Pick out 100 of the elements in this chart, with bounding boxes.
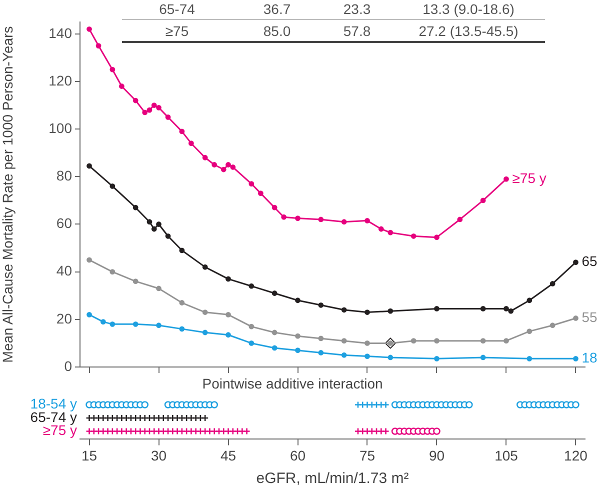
annotation: 57.8 bbox=[322, 20, 392, 43]
x-tick-label: 120 bbox=[564, 447, 588, 464]
point bbox=[318, 336, 324, 342]
point bbox=[526, 298, 532, 304]
x-tick-label: 90 bbox=[428, 447, 445, 464]
text: 13.3 (9.0-18.6) bbox=[422, 1, 514, 17]
point bbox=[110, 321, 116, 327]
point bbox=[202, 154, 208, 160]
annotation: ≥75 bbox=[122, 20, 232, 43]
point bbox=[86, 257, 92, 263]
text: 36.7 bbox=[263, 1, 291, 17]
point bbox=[295, 298, 300, 304]
point bbox=[110, 183, 116, 189]
point bbox=[179, 326, 185, 332]
point bbox=[434, 356, 440, 362]
point bbox=[504, 176, 509, 182]
point bbox=[526, 328, 532, 334]
point bbox=[226, 162, 231, 168]
point bbox=[156, 104, 162, 110]
point bbox=[295, 348, 300, 354]
point bbox=[110, 269, 116, 275]
point bbox=[118, 84, 124, 89]
x-tick-label: 45 bbox=[220, 447, 236, 464]
text: 23.3 bbox=[343, 1, 371, 17]
point bbox=[142, 110, 148, 116]
y-tick-label: 60 bbox=[56, 215, 72, 232]
point bbox=[434, 338, 440, 344]
point bbox=[248, 340, 254, 346]
point bbox=[248, 181, 254, 186]
point bbox=[156, 322, 162, 328]
point bbox=[226, 312, 231, 318]
point bbox=[202, 330, 208, 336]
point bbox=[165, 233, 171, 239]
point bbox=[573, 260, 578, 266]
point bbox=[508, 308, 514, 314]
y-axis-title: Mean All-Cause Mortality Rate per 1000 Person-Years bbox=[0, 26, 16, 363]
point bbox=[480, 338, 486, 344]
point bbox=[410, 338, 416, 344]
point bbox=[179, 128, 185, 134]
point bbox=[573, 316, 578, 321]
point bbox=[86, 312, 92, 318]
point bbox=[550, 281, 556, 286]
point bbox=[272, 345, 278, 351]
point bbox=[457, 216, 463, 222]
point bbox=[248, 324, 254, 330]
point bbox=[480, 198, 486, 204]
point bbox=[100, 319, 106, 324]
point bbox=[504, 306, 509, 312]
point bbox=[378, 226, 384, 232]
point bbox=[132, 278, 138, 284]
point bbox=[341, 338, 347, 344]
point bbox=[295, 333, 300, 339]
y-tick-label: 120 bbox=[48, 72, 72, 88]
point bbox=[226, 276, 231, 282]
point bbox=[318, 216, 324, 222]
point bbox=[258, 190, 264, 196]
point bbox=[526, 356, 532, 362]
point bbox=[96, 43, 102, 48]
point bbox=[364, 354, 370, 359]
point bbox=[318, 302, 324, 308]
point bbox=[480, 306, 486, 312]
x-axis-title: eGFR, mL/min/1.73 m² bbox=[256, 470, 409, 488]
point bbox=[388, 230, 394, 236]
point bbox=[434, 234, 440, 240]
x-tick-label: 30 bbox=[150, 447, 167, 464]
point bbox=[388, 308, 394, 314]
point bbox=[504, 338, 509, 344]
series-label: 55 bbox=[582, 309, 598, 326]
y-tick-label: 40 bbox=[56, 262, 72, 279]
point bbox=[86, 26, 92, 32]
point bbox=[132, 98, 138, 104]
point bbox=[272, 204, 278, 210]
text: 65-74 bbox=[159, 1, 195, 17]
point bbox=[230, 164, 236, 170]
x-tick-label: 15 bbox=[81, 447, 98, 464]
point bbox=[146, 219, 152, 225]
point bbox=[165, 114, 171, 120]
point bbox=[272, 330, 278, 336]
y-tick-label: 0 bbox=[64, 358, 72, 374]
point bbox=[151, 226, 157, 232]
series-label: ≥75 y bbox=[512, 170, 546, 186]
point bbox=[146, 107, 152, 113]
point bbox=[156, 222, 162, 227]
point bbox=[480, 354, 486, 360]
point bbox=[86, 163, 92, 169]
point bbox=[156, 286, 162, 292]
point bbox=[434, 306, 440, 312]
point bbox=[179, 248, 185, 254]
point bbox=[410, 233, 416, 239]
annotation: 27.2 (13.5-45.5) bbox=[392, 20, 545, 43]
point bbox=[272, 290, 278, 296]
point bbox=[341, 307, 347, 313]
point bbox=[341, 219, 347, 225]
point bbox=[318, 350, 324, 356]
y-tick-label: 140 bbox=[48, 24, 72, 41]
series-label: 65 bbox=[582, 253, 598, 270]
point bbox=[364, 340, 370, 346]
point bbox=[220, 166, 226, 172]
y-tick-label: 100 bbox=[48, 120, 72, 136]
x-tick-label: 75 bbox=[359, 447, 376, 464]
